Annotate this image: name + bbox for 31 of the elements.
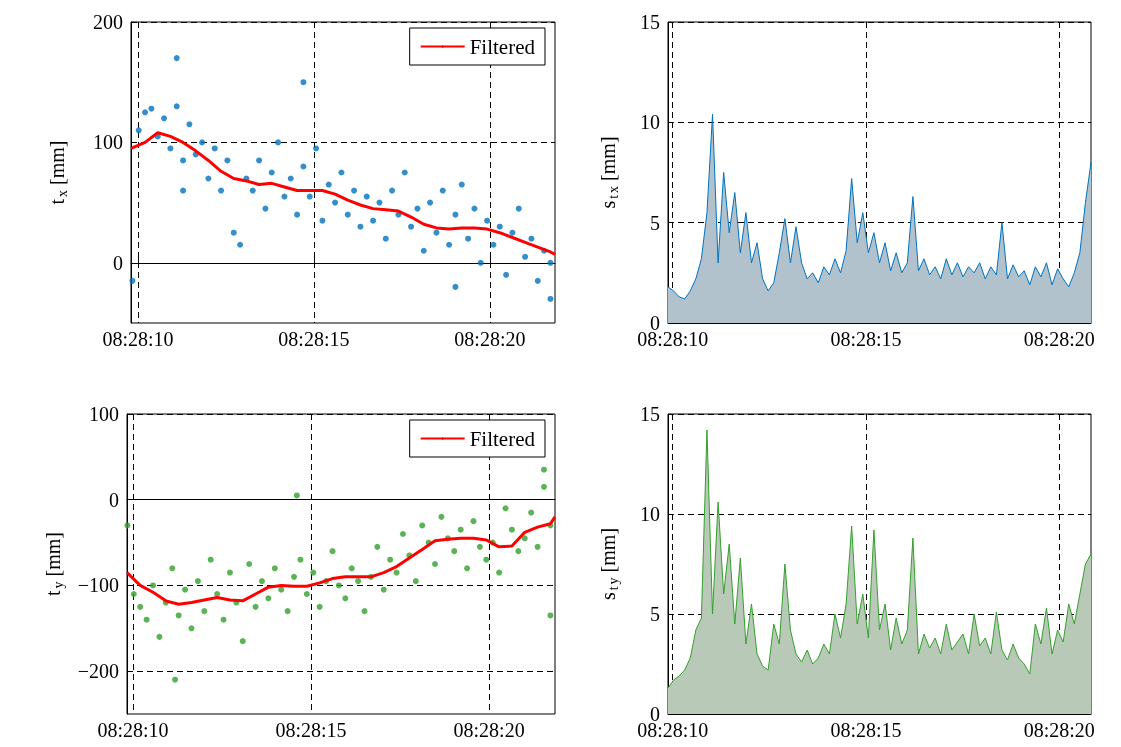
y-tick-label: 15 [640, 11, 660, 33]
x-tick-label: 08:28:15 [278, 328, 350, 350]
y-tick-label: −200 [77, 660, 119, 683]
y-axis-title: tx [mm] [46, 140, 70, 205]
y-tick-label: 100 [89, 403, 119, 425]
x-tick-label: 08:28:20 [453, 719, 525, 741]
line-series [129, 131, 557, 256]
x-tick-label: 08:28:20 [1023, 719, 1095, 741]
y-tick-label: 15 [640, 403, 660, 425]
y-tick-label: 0 [109, 488, 119, 511]
legend-label: Filtered [469, 34, 536, 59]
x-tick-label: 08:28:10 [102, 328, 174, 350]
y-tick-label: 5 [650, 211, 660, 234]
x-tick-label: 08:28:15 [830, 719, 902, 741]
y-tick-label: 100 [93, 131, 123, 154]
legend-label: Filtered [469, 426, 536, 451]
y-axis-title: stx [mm] [597, 136, 621, 209]
x-tick-label: 08:28:20 [1023, 328, 1095, 350]
y-tick-label: 0 [113, 251, 123, 274]
y-tick-label: 5 [650, 603, 660, 625]
x-tick-label: 08:28:15 [275, 719, 347, 741]
y-axis-title: sty [mm] [597, 527, 621, 601]
line-series [125, 515, 557, 606]
x-tick-label: 08:28:10 [97, 719, 169, 741]
y-tick-label: −100 [77, 574, 119, 597]
y-tick-label: 200 [93, 11, 123, 33]
x-tick-label: 08:28:20 [454, 328, 526, 350]
x-tick-label: 08:28:15 [830, 328, 902, 350]
y-tick-label: 10 [640, 111, 660, 134]
y-axis-title: ty [mm] [42, 532, 66, 596]
y-tick-label: 10 [640, 503, 660, 525]
